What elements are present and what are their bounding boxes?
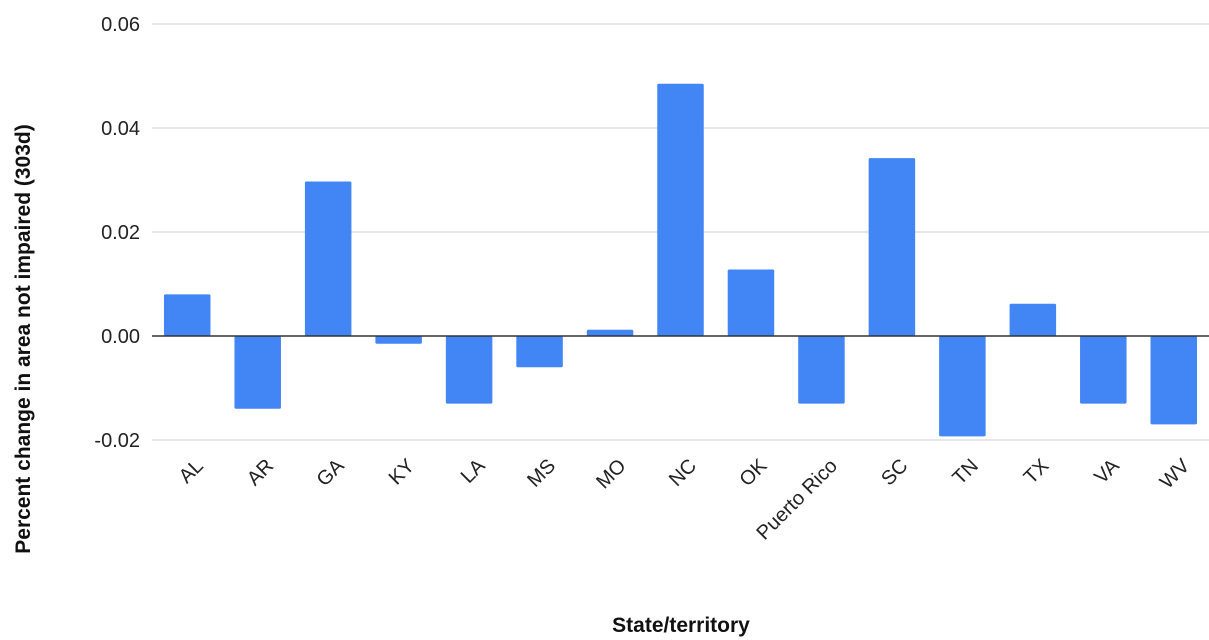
y-tick-label: 0.00	[101, 326, 140, 348]
y-axis-title: Percent change in area not impaired (303…	[12, 124, 35, 553]
y-axis-ticks: -0.02 0.00 0.02 0.04 0.06	[94, 14, 140, 452]
bar-nc	[657, 83, 704, 336]
bar-va	[1080, 336, 1127, 404]
x-tick-label: VA	[1090, 454, 1124, 488]
bar-sc	[868, 158, 916, 336]
x-tick-label: NC	[665, 455, 701, 491]
bar-wv	[1150, 336, 1198, 425]
bar-puerto-rico	[798, 336, 845, 404]
y-tick-label: -0.02	[94, 430, 140, 452]
y-tick-label: 0.04	[101, 118, 140, 140]
x-axis-title: State/territory	[612, 614, 750, 637]
bar-ga	[304, 181, 352, 336]
x-tick-label: MO	[592, 455, 630, 493]
bar-tx	[1009, 303, 1057, 336]
x-tick-label: TX	[1020, 455, 1054, 489]
x-tick-label: MS	[523, 455, 560, 492]
bar-ms	[516, 336, 563, 368]
x-tick-label: WV	[1156, 454, 1195, 493]
x-tick-label: GA	[313, 454, 349, 490]
y-tick-label: 0.02	[101, 222, 140, 244]
bar-ar	[234, 336, 281, 409]
bar-al	[163, 294, 211, 336]
bar-ky	[375, 336, 422, 344]
bar-ok	[727, 269, 775, 336]
x-tick-label: KY	[385, 455, 419, 489]
x-tick-label: OK	[735, 454, 771, 490]
x-tick-label: AL	[175, 455, 208, 488]
bar-tn	[939, 336, 986, 437]
y-tick-label: 0.06	[101, 14, 140, 36]
bars	[163, 83, 1198, 437]
bar-mo	[586, 329, 634, 336]
bar-la	[445, 336, 493, 404]
x-tick-label: TN	[948, 455, 982, 489]
x-tick-label: AR	[243, 455, 278, 490]
x-tick-label: LA	[457, 454, 490, 487]
x-tick-label: SC	[877, 455, 912, 490]
